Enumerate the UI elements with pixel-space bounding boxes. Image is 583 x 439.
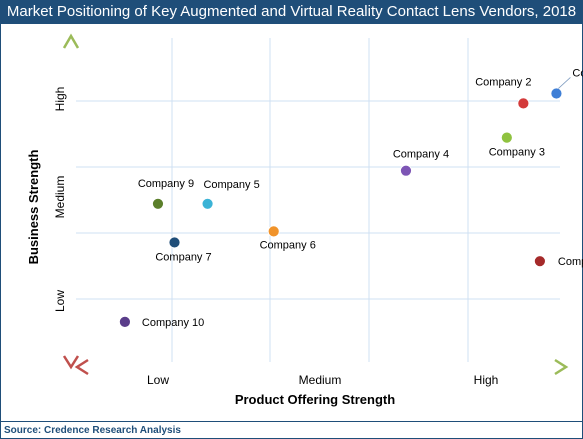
y-tick-label: Low	[53, 290, 67, 312]
company-1-label: Company 1	[572, 67, 583, 79]
y-tick-label: High	[53, 87, 67, 112]
company-9-label: Company 9	[138, 178, 194, 190]
x-axis-arrow-right	[554, 358, 569, 376]
company-3-point	[500, 131, 513, 144]
company-1-point	[550, 87, 563, 100]
axes	[62, 33, 569, 376]
y-axis-arrow-up	[62, 33, 80, 49]
company-4-label: Company 4	[393, 149, 449, 161]
company-3-label: Company 3	[489, 147, 545, 159]
y-axis-title: Business Strength	[26, 150, 41, 265]
y-axis-arrow-down	[62, 355, 80, 370]
company-2-point	[517, 97, 530, 110]
company-1-leader-line	[558, 77, 571, 89]
company-10-label: Company 10	[142, 317, 204, 329]
company-4-point	[400, 164, 412, 177]
x-axis-title: Product Offering Strength	[235, 392, 395, 407]
grid-lines	[76, 38, 560, 362]
company-5-point	[201, 197, 214, 210]
data-points: Company 1 Company 2 Company 3 Company 4 Comp…	[119, 67, 583, 329]
company-7-label: Company 7	[155, 251, 211, 263]
x-tick-label: Medium	[299, 373, 342, 387]
company-6-label: Company 6	[260, 239, 316, 251]
x-tick-label: Low	[147, 373, 169, 387]
y-tick-label: Medium	[53, 176, 67, 219]
company-9-point	[152, 197, 164, 210]
company-5-label: Company 5	[203, 179, 259, 191]
company-8-point	[533, 255, 546, 268]
tick-labels: Low Medium High Low Medium High	[53, 87, 498, 387]
company-10-point	[119, 315, 131, 328]
x-tick-label: High	[474, 373, 499, 387]
source-note: Source: Credence Research Analysis	[0, 421, 583, 439]
chart-title: Market Positioning of Key Augmented and …	[0, 0, 583, 24]
company-2-label: Company 2	[475, 76, 531, 88]
company-8-label: Company 8	[558, 256, 583, 268]
company-7-point	[168, 236, 181, 249]
x-axis-arrow-left	[74, 358, 89, 376]
company-6-point	[267, 225, 280, 238]
